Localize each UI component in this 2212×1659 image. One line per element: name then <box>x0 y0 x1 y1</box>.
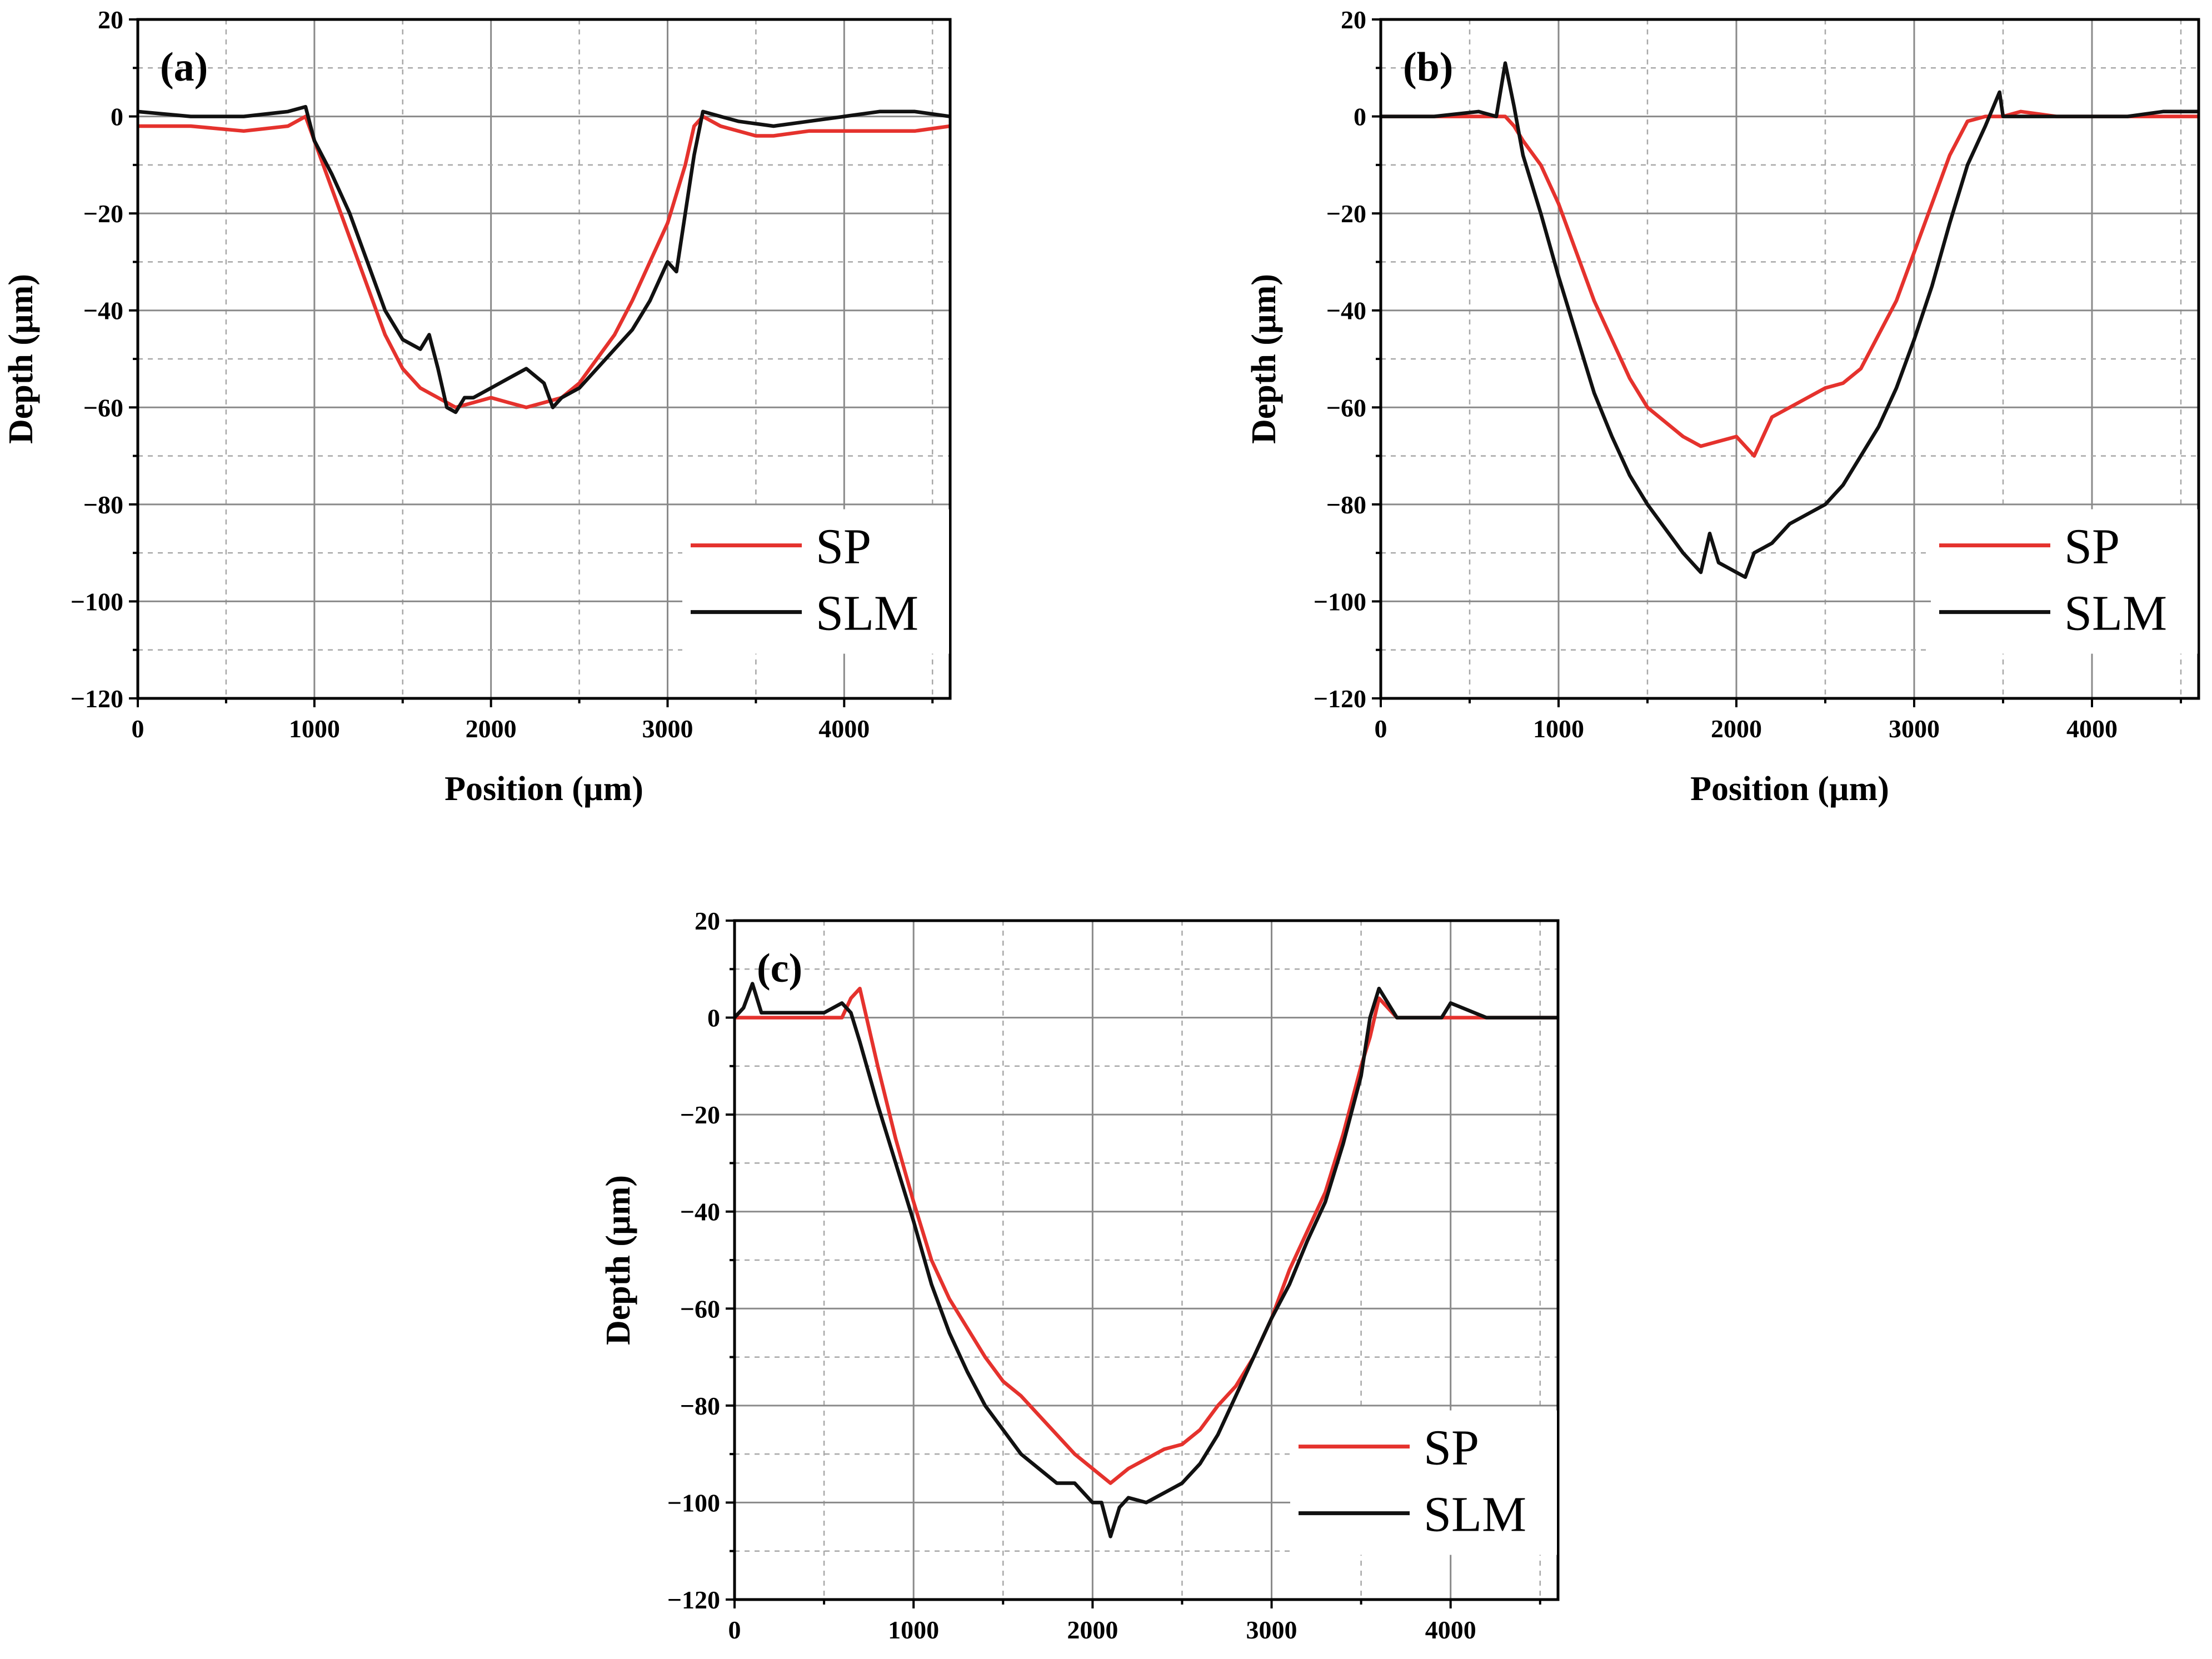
y-tick-label-c: −60 <box>680 1295 720 1323</box>
plot-frame-a <box>136 18 952 700</box>
legend-label-sp-a: SP <box>816 519 871 574</box>
chart-panel-c: 20 0 −20 −40 −60 −80 −100 −120 0 1000 2000 3000 4000… <box>600 907 1560 1644</box>
y-tick-label-b: −20 <box>1326 199 1366 228</box>
x-tick-label-a: 1000 <box>289 714 340 743</box>
y-tick-label-b: −80 <box>1326 491 1366 519</box>
chart-panel-a: 20 0 −20 −40 −60 −80 −100 −120 0 1000 2000 3000 4000… <box>2 6 952 808</box>
series-line-sp-c <box>735 986 1558 1485</box>
series-line-slm-a <box>138 104 950 414</box>
x-tick-label-a: 0 <box>132 714 144 743</box>
y-tick-label-a: −120 <box>71 684 123 713</box>
x-tick-label-a: 4000 <box>818 714 870 743</box>
y-axis-title-a: Depth (µm) <box>2 274 40 444</box>
y-tick-label-a: −60 <box>83 393 123 422</box>
legend-box-c <box>1290 1410 1557 1555</box>
plot-frame-c <box>733 919 1560 1601</box>
y-tick-label-c: −40 <box>680 1198 720 1226</box>
y-axis-title-b: Depth (µm) <box>1245 274 1283 444</box>
panel-label-c: (c) <box>757 946 802 991</box>
series-line-sp-b <box>1381 109 2199 458</box>
y-tick-label-c: 20 <box>695 907 720 935</box>
y-tick-label-b: −100 <box>1314 587 1366 616</box>
x-tick-label-b: 4000 <box>2066 714 2118 743</box>
series-line-sp-a <box>138 114 950 409</box>
x-tick-label-b: 2000 <box>1711 714 1762 743</box>
x-tick-label-a: 2000 <box>466 714 517 743</box>
legend-box-b <box>1931 509 2198 654</box>
series-line-slm-c <box>735 982 1558 1538</box>
y-axis-title-c: Depth (µm) <box>600 1175 637 1345</box>
legend-a: SP SLM <box>682 509 949 654</box>
y-tick-label-c: −20 <box>680 1101 720 1129</box>
y-tick-label-c: −120 <box>667 1586 720 1614</box>
chart-panel-b: 20 0 −20 −40 −60 −80 −100 −120 0 1000 2000 3000 4000… <box>1245 6 2200 808</box>
y-tick-label-a: 0 <box>111 103 123 131</box>
series-line-slm-b <box>1381 61 2199 579</box>
y-tick-label-b: −60 <box>1326 393 1366 422</box>
legend-label-sp-c: SP <box>1424 1421 1479 1476</box>
x-tick-label-a: 3000 <box>642 714 693 743</box>
y-tick-label-b: −40 <box>1326 297 1366 325</box>
x-axis-title-b: Position (µm) <box>1690 770 1889 808</box>
y-tick-label-b: −120 <box>1314 684 1366 713</box>
y-tick-label-a: −100 <box>71 587 123 616</box>
x-tick-label-b: 1000 <box>1533 714 1584 743</box>
grid-c <box>735 921 1558 1600</box>
panel-label-a: (a) <box>160 44 208 90</box>
legend-box-a <box>682 509 949 654</box>
y-tick-label-c: −80 <box>680 1392 720 1420</box>
y-tick-label-a: −80 <box>83 491 123 519</box>
plot-frame-b <box>1379 18 2200 700</box>
x-tick-label-c: 4000 <box>1425 1616 1476 1644</box>
panel-label-b: (b) <box>1403 44 1453 90</box>
legend-b: SP SLM <box>1931 509 2198 654</box>
legend-label-slm-a: SLM <box>816 586 918 641</box>
x-tick-label-c: 0 <box>728 1616 741 1644</box>
x-tick-label-c: 3000 <box>1246 1616 1297 1644</box>
y-tick-label-b: 20 <box>1341 6 1366 34</box>
x-tick-label-b: 0 <box>1375 714 1387 743</box>
y-tick-label-a: 20 <box>98 6 123 34</box>
legend-label-slm-b: SLM <box>2064 586 2167 641</box>
legend-label-sp-b: SP <box>2064 519 2120 574</box>
y-tick-label-a: −20 <box>83 199 123 228</box>
x-tick-label-c: 2000 <box>1067 1616 1118 1644</box>
y-tick-label-a: −40 <box>83 297 123 325</box>
legend-label-slm-c: SLM <box>1424 1487 1526 1542</box>
y-tick-label-b: 0 <box>1354 103 1366 131</box>
x-axis-title-a: Position (µm) <box>445 770 643 808</box>
legend-c: SP SLM <box>1290 1410 1557 1555</box>
x-tick-label-b: 3000 <box>1889 714 1940 743</box>
y-tick-label-c: 0 <box>707 1004 720 1032</box>
x-tick-label-c: 1000 <box>888 1616 939 1644</box>
y-tick-label-c: −100 <box>667 1488 720 1517</box>
